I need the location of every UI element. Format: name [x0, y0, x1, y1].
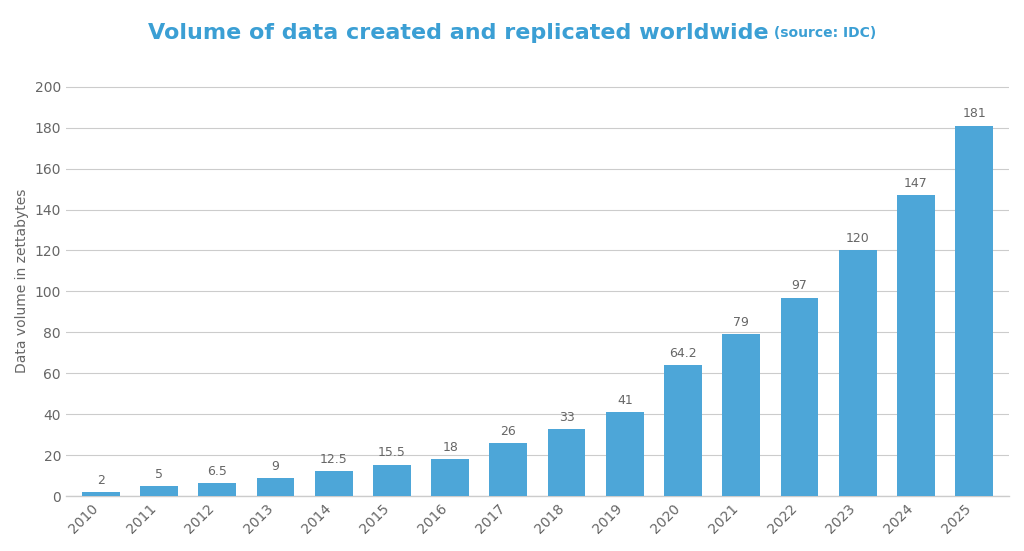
- Bar: [780, 298, 818, 496]
- Text: 120: 120: [846, 233, 869, 245]
- Text: 97: 97: [792, 279, 807, 293]
- Text: 79: 79: [733, 316, 750, 329]
- Text: 6.5: 6.5: [207, 465, 227, 478]
- Text: (source: IDC): (source: IDC): [769, 26, 876, 40]
- Text: 33: 33: [559, 410, 574, 424]
- Bar: [955, 126, 993, 496]
- Bar: [431, 460, 469, 496]
- Bar: [839, 251, 877, 496]
- Bar: [665, 365, 701, 496]
- Bar: [314, 471, 352, 496]
- Bar: [257, 478, 295, 496]
- Text: Volume of data created and replicated worldwide: Volume of data created and replicated wo…: [148, 23, 769, 43]
- Bar: [199, 483, 237, 496]
- Bar: [373, 464, 411, 496]
- Text: 26: 26: [501, 425, 516, 438]
- Text: 15.5: 15.5: [378, 446, 406, 460]
- Text: 64.2: 64.2: [669, 347, 696, 360]
- Text: 5: 5: [155, 468, 163, 481]
- Bar: [140, 486, 178, 496]
- Bar: [489, 443, 527, 496]
- Text: 9: 9: [271, 460, 280, 473]
- Bar: [548, 429, 586, 496]
- Text: 41: 41: [616, 394, 633, 407]
- Bar: [722, 334, 760, 496]
- Bar: [897, 195, 935, 496]
- Y-axis label: Data volume in zettabytes: Data volume in zettabytes: [15, 189, 29, 374]
- Text: 2: 2: [97, 474, 104, 487]
- Text: 147: 147: [904, 177, 928, 190]
- Text: 12.5: 12.5: [319, 452, 347, 466]
- Text: 181: 181: [963, 107, 986, 121]
- Bar: [82, 492, 120, 496]
- Bar: [606, 412, 644, 496]
- Text: 18: 18: [442, 441, 458, 455]
